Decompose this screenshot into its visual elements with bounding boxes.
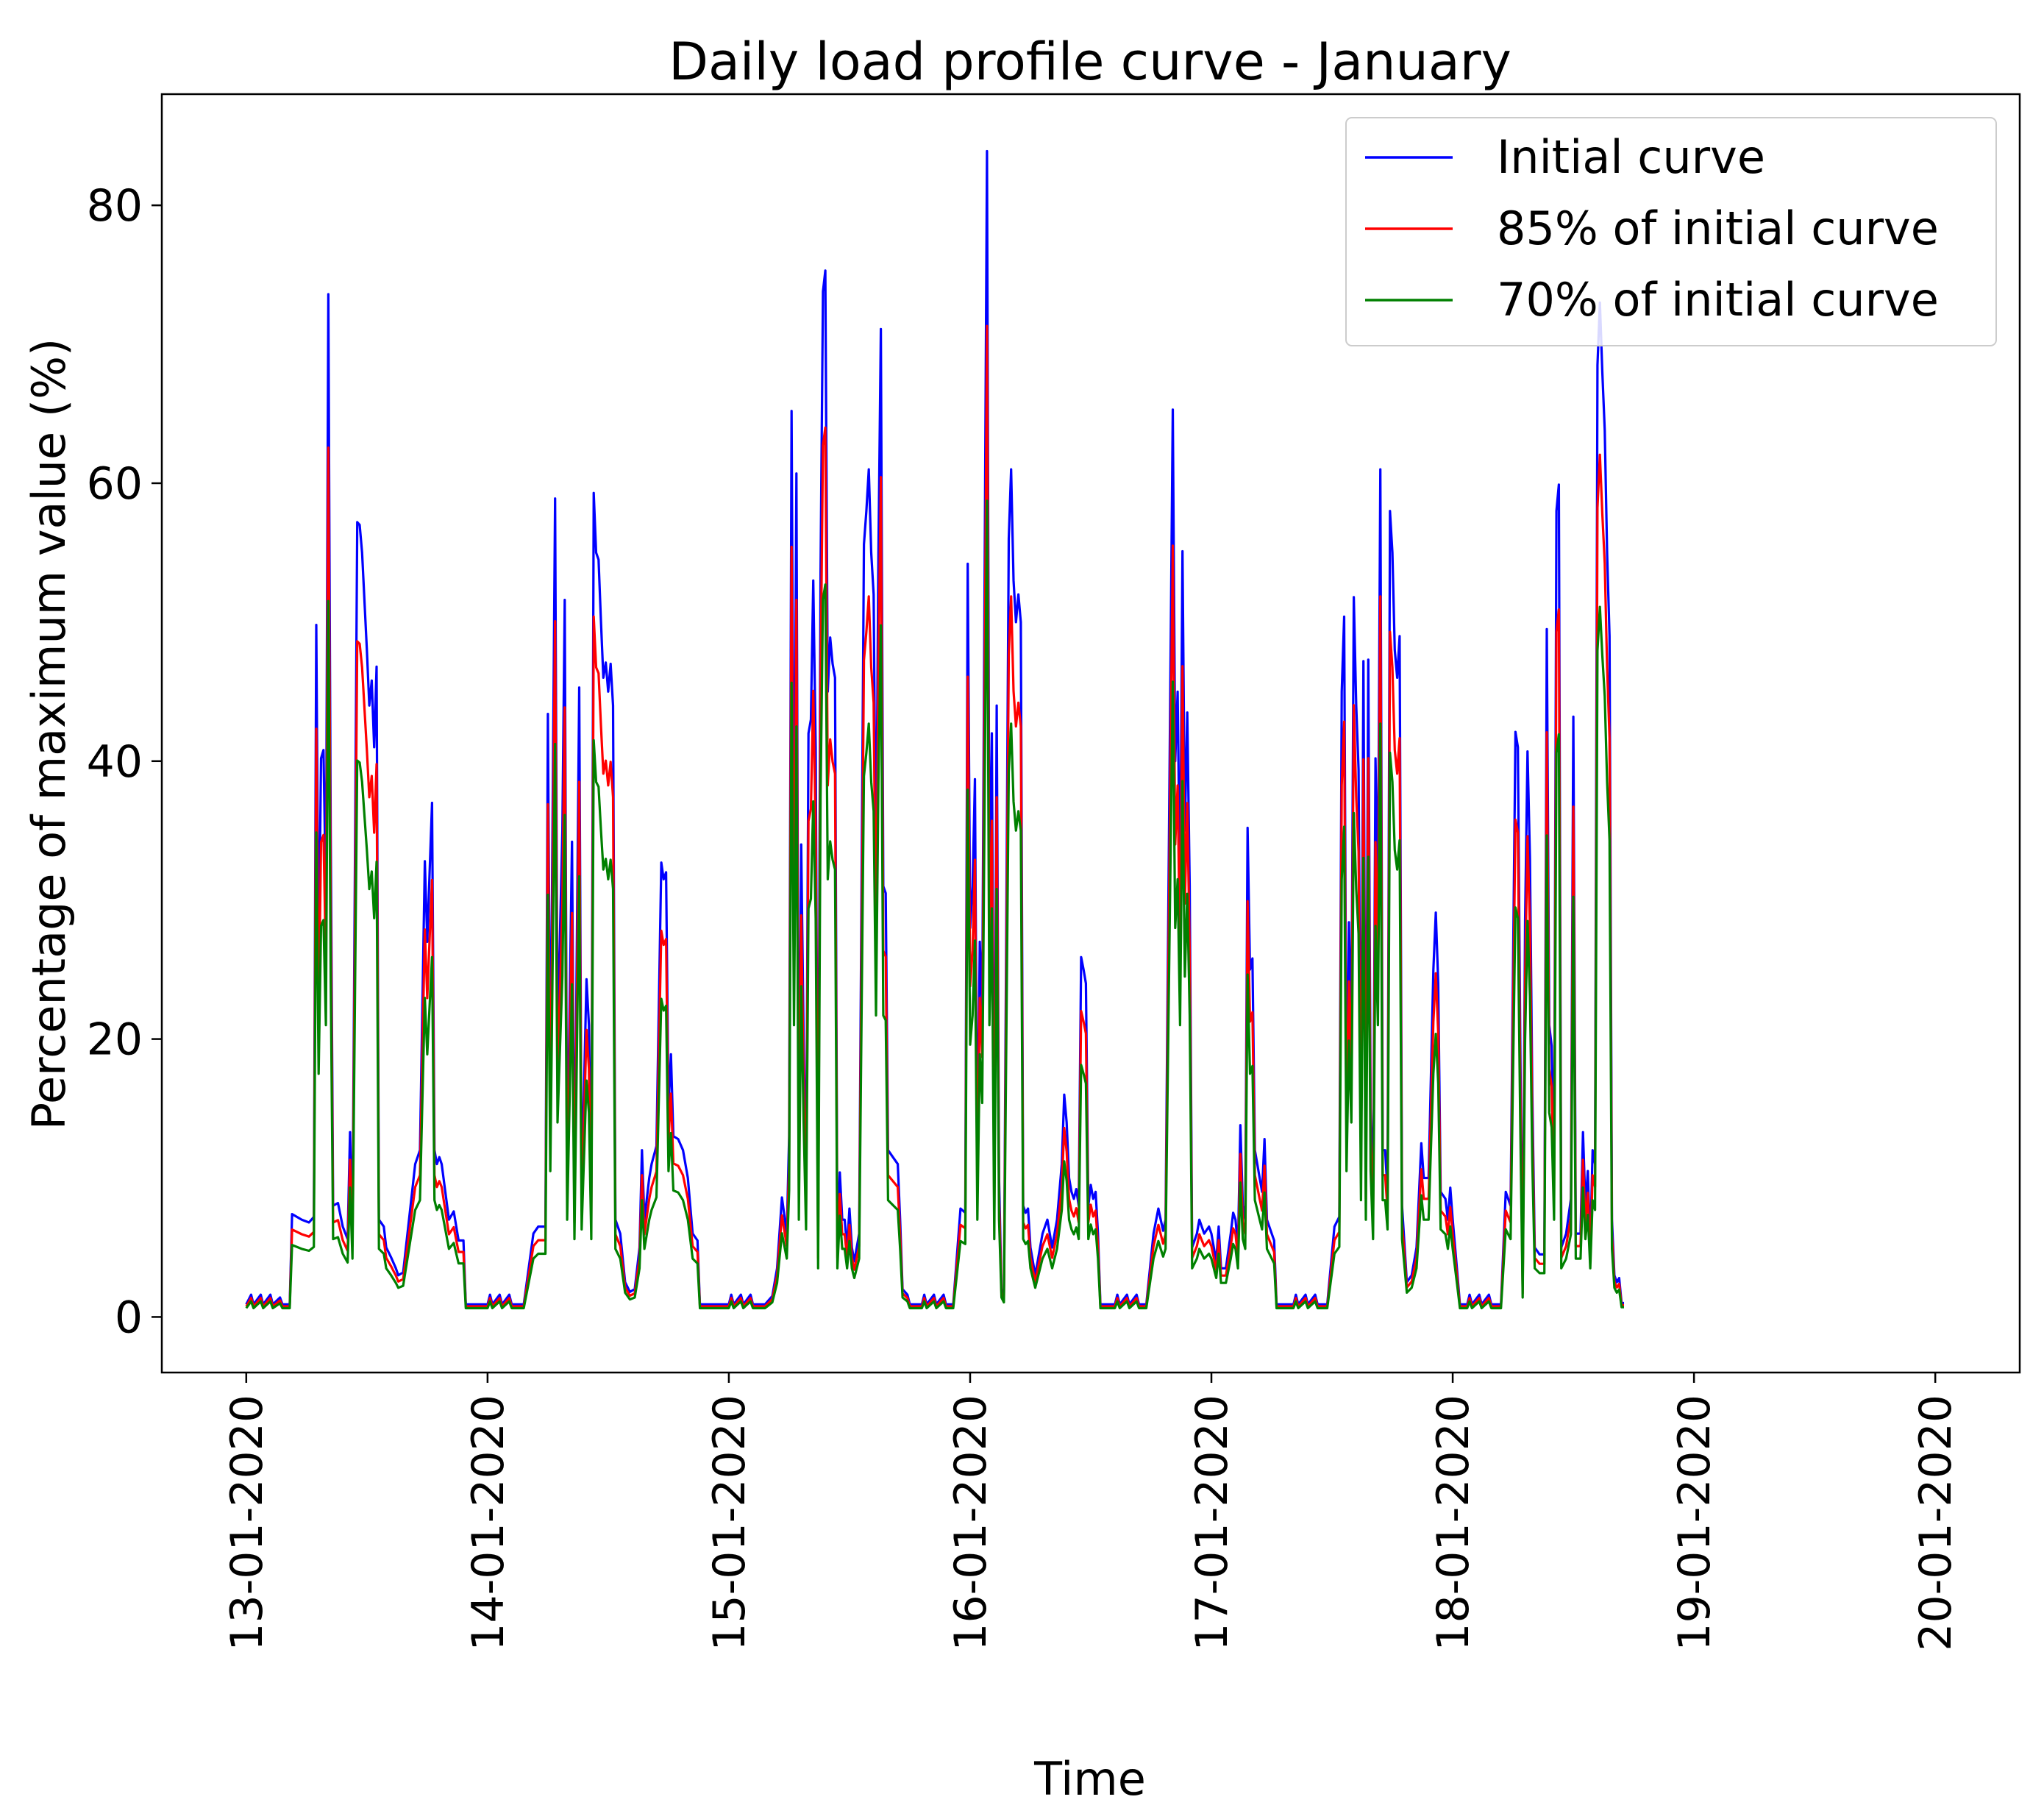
legend-box	[1345, 117, 1997, 346]
y-tick-label: 0	[115, 1292, 143, 1343]
y-axis: 0 20 40 60 80	[87, 180, 162, 1343]
x-axis-label: Time	[1033, 1752, 1146, 1806]
x-tick-label: 20-01-2020	[1910, 1395, 1962, 1651]
x-tick-label: 13-01-2020	[221, 1395, 273, 1651]
x-tick-label: 14-01-2020	[463, 1395, 514, 1651]
y-tick-label: 60	[87, 458, 143, 510]
plot-frame	[160, 93, 2021, 1374]
x-tick-label: 18-01-2020	[1428, 1395, 1479, 1651]
legend: Initial curve 85% of initial curve 70% of …	[1345, 117, 1997, 346]
y-tick-label: 80	[87, 180, 143, 232]
y-tick-label: 20	[87, 1014, 143, 1066]
y-tick-label: 40	[87, 736, 143, 788]
series-layer	[245, 149, 1624, 1310]
x-tick-label: 15-01-2020	[704, 1395, 755, 1651]
x-tick-label: 16-01-2020	[945, 1395, 997, 1651]
x-axis: 13-01-2020 14-01-2020 15-01-2020 16-01-2020…	[221, 1373, 1962, 1651]
y-axis-label: Percentage of maximum value (%)	[22, 338, 76, 1130]
legend-label: 85% of initial curve	[1497, 202, 1939, 255]
chart-title: Daily load profile curve - January	[669, 32, 1511, 92]
series-line-3	[245, 499, 1624, 1310]
legend-label: 70% of initial curve	[1497, 273, 1939, 327]
x-tick-label: 19-01-2020	[1669, 1395, 1720, 1651]
x-tick-label: 17-01-2020	[1186, 1395, 1238, 1651]
legend-label: Initial curve	[1497, 130, 1765, 184]
